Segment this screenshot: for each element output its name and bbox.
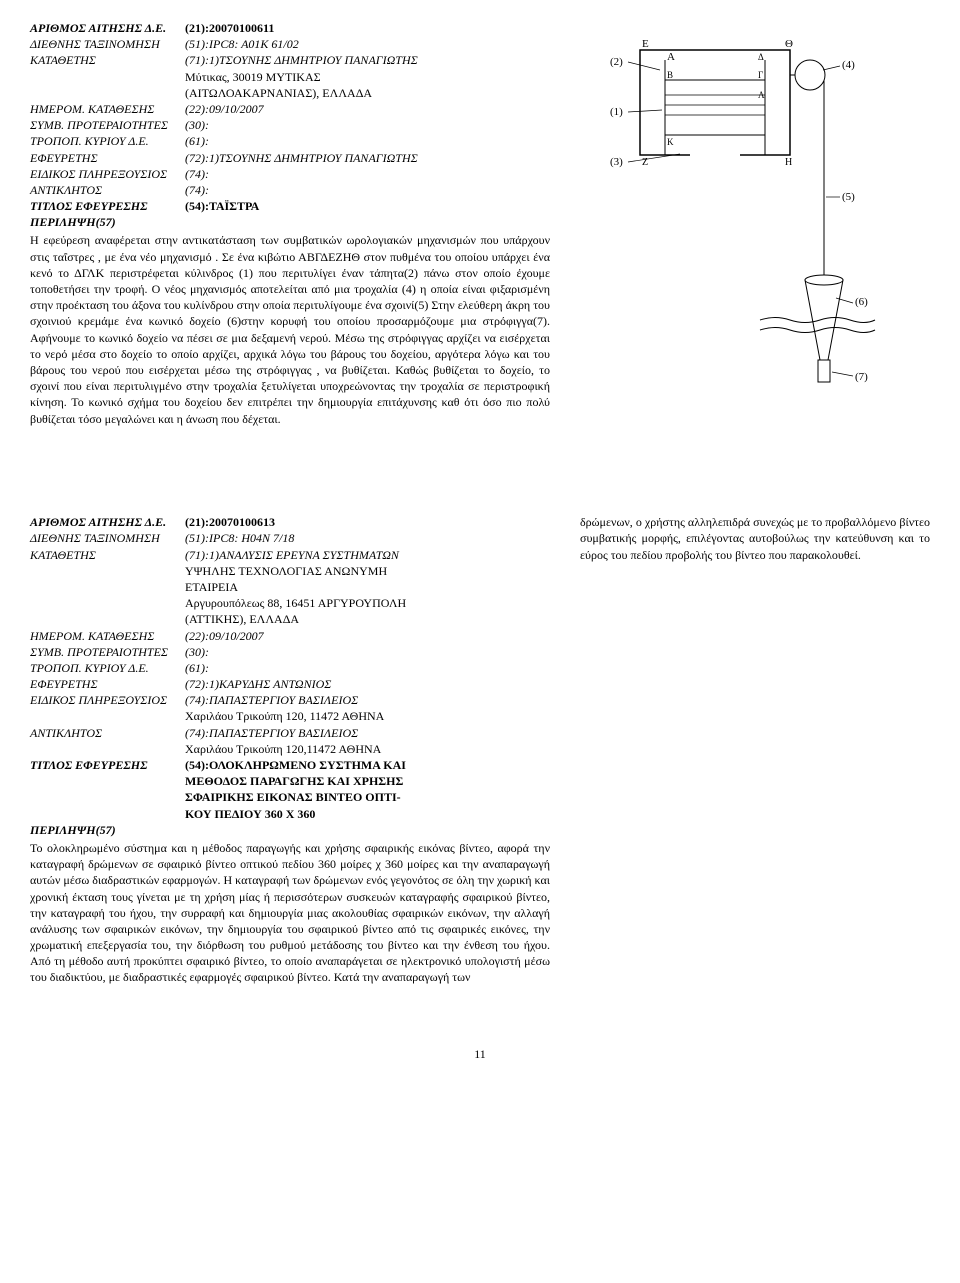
svg-text:A: A (667, 51, 675, 63)
svg-text:Γ: Γ (758, 70, 763, 80)
app-num-label-2: ΑΡΙΘΜΟΣ ΑΙΤΗΣΗΣ Δ.Ε. (30, 514, 185, 530)
record1-left-column: ΑΡΙΘΜΟΣ ΑΙΤΗΣΗΣ Δ.Ε. (21):20070100611 ΔΙ… (30, 20, 550, 454)
title-label-2: ΤΙΤΛΟΣ ΕΦΕΥΡΕΣΗΣ (30, 757, 185, 773)
correspondent-label: ΑΝΤΙΚΛΗΤΟΣ (30, 182, 185, 198)
svg-text:E: E (642, 38, 649, 50)
abstract-label-2: ΠΕΡΙΛΗΨΗ(57) (30, 822, 550, 838)
svg-text:B: B (667, 70, 673, 80)
record1-diagram-column: E Θ A Δ B Γ Λ K Z H (2) (1) (3) (4) (5) … (580, 20, 930, 454)
amend-label: ΤΡΟΠΟΠ. ΚΥΡΙΟΥ Δ.Ε. (30, 133, 185, 149)
abstract-text: Η εφεύρεση αναφέρεται στην αντικατάσταση… (30, 232, 550, 426)
agent-value-2-1: (74):ΠΑΠΑΣΤΕΡΓΙΟΥ ΒΑΣΙΛΕΙΟΣ (185, 692, 550, 708)
priority-value: (30): (185, 117, 550, 133)
abstract-text-2: Το ολοκληρωμένο σύστημα και η μέθοδος πα… (30, 840, 550, 986)
page-number: 11 (30, 1046, 930, 1062)
title-value: (54):ΤΑΪΣΤΡΑ (185, 198, 550, 214)
svg-text:(2): (2) (610, 56, 623, 68)
agent-label: ΕΙΔΙΚΟΣ ΠΛΗΡΕΞΟΥΣΙΟΣ (30, 166, 185, 182)
title-value-2-2: ΜΕΘΟΔΟΣ ΠΑΡΑΓΩΓΗΣ ΚΑΙ ΧΡΗΣΗΣ (185, 773, 550, 789)
svg-text:Δ: Δ (758, 52, 764, 62)
correspondent-label-2: ΑΝΤΙΚΛΗΤΟΣ (30, 725, 185, 741)
record2-right-column: δρώμενων, ο χρήστης αλληλεπιδρά συνεχώς … (580, 514, 930, 985)
inventor-label: ΕΦΕΥΡΕΤΗΣ (30, 150, 185, 166)
patent-figure-icon: E Θ A Δ B Γ Λ K Z H (2) (1) (3) (4) (5) … (580, 20, 880, 450)
ipc-label-2: ΔΙΕΘΝΗΣ ΤΑΞΙΝΟΜΗΣΗ (30, 530, 185, 546)
ipc-value: (51):IPC8: A01K 61/02 (185, 36, 550, 52)
title-value-2-4: ΚΟΥ ΠΕΔΙΟΥ 360 Χ 360 (185, 806, 550, 822)
agent-value: (74): (185, 166, 550, 182)
applicant-label-2: ΚΑΤΑΘΕΤΗΣ (30, 547, 185, 563)
priority-value-2: (30): (185, 644, 550, 660)
filing-date-value-2: (22):09/10/2007 (185, 628, 550, 644)
svg-text:Λ: Λ (758, 90, 765, 100)
svg-text:(5): (5) (842, 191, 855, 203)
correspondent-value: (74): (185, 182, 550, 198)
applicant-value-2-5: (ΑΤΤΙΚΗΣ), ΕΛΛΑΔΑ (185, 611, 550, 627)
priority-label: ΣΥΜΒ. ΠΡΟΤΕΡΑΙΟΤΗΤΕΣ (30, 117, 185, 133)
svg-text:(6): (6) (855, 296, 868, 308)
inventor-label-2: ΕΦΕΥΡΕΤΗΣ (30, 676, 185, 692)
ipc-label: ΔΙΕΘΝΗΣ ΤΑΞΙΝΟΜΗΣΗ (30, 36, 185, 52)
inventor-value-2: (72):1)ΚΑΡΥΔΗΣ ΑΝΤΩΝΙΟΣ (185, 676, 550, 692)
filing-date-label: ΗΜΕΡΟΜ. ΚΑΤΑΘΕΣΗΣ (30, 101, 185, 117)
app-num-value: (21):20070100611 (185, 20, 550, 36)
applicant-value-2-1: (71):1)ΑΝΑΛΥΣΙΣ ΕΡΕΥΝΑ ΣΥΣΤΗΜΑΤΩΝ (185, 547, 550, 563)
applicant-value-2-2: ΥΨΗΛΗΣ ΤΕΧΝΟΛΟΓΙΑΣ ΑΝΩΝΥΜΗ (185, 563, 550, 579)
app-num-value-2: (21):20070100613 (185, 514, 550, 530)
correspondent-value-2-1: (74):ΠΑΠΑΣΤΕΡΓΙΟΥ ΒΑΣΙΛΕΙΟΣ (185, 725, 550, 741)
patent-record-1: ΑΡΙΘΜΟΣ ΑΙΤΗΣΗΣ Δ.Ε. (21):20070100611 ΔΙ… (30, 20, 930, 454)
svg-text:K: K (667, 137, 674, 147)
agent-label-2: ΕΙΔΙΚΟΣ ΠΛΗΡΕΞΟΥΣΙΟΣ (30, 692, 185, 708)
svg-text:(7): (7) (855, 371, 868, 383)
applicant-value-2-3: ΕΤΑΙΡΕΙΑ (185, 579, 550, 595)
title-value-2-3: ΣΦΑΙΡΙΚΗΣ ΕΙΚΟΝΑΣ ΒΙΝΤΕΟ ΟΠΤΙ- (185, 789, 550, 805)
svg-text:Θ: Θ (785, 38, 793, 50)
amend-label-2: ΤΡΟΠΟΠ. ΚΥΡΙΟΥ Δ.Ε. (30, 660, 185, 676)
applicant-label: ΚΑΤΑΘΕΤΗΣ (30, 52, 185, 68)
applicant-value-2: Μύτικας, 30019 ΜΥΤΙΚΑΣ (185, 69, 550, 85)
abstract-label: ΠΕΡΙΛΗΨΗ(57) (30, 214, 550, 230)
priority-label-2: ΣΥΜΒ. ΠΡΟΤΕΡΑΙΟΤΗΤΕΣ (30, 644, 185, 660)
amend-value-2: (61): (185, 660, 550, 676)
applicant-value-1: (71):1)ΤΣΟΥΝΗΣ ΔΗΜΗΤΡΙΟΥ ΠΑΝΑΓΙΩΤΗΣ (185, 52, 550, 68)
record2-left-column: ΑΡΙΘΜΟΣ ΑΙΤΗΣΗΣ Δ.Ε. (21):20070100613 ΔΙ… (30, 514, 550, 985)
app-num-label: ΑΡΙΘΜΟΣ ΑΙΤΗΣΗΣ Δ.Ε. (30, 20, 185, 36)
filing-date-value: (22):09/10/2007 (185, 101, 550, 117)
filing-date-label-2: ΗΜΕΡΟΜ. ΚΑΤΑΘΕΣΗΣ (30, 628, 185, 644)
abstract-continuation: δρώμενων, ο χρήστης αλληλεπιδρά συνεχώς … (580, 514, 930, 563)
svg-text:(1): (1) (610, 106, 623, 118)
applicant-value-2-4: Αργυρουπόλεως 88, 16451 ΑΡΓΥΡΟΥΠΟΛΗ (185, 595, 550, 611)
applicant-value-3: (ΑΙΤΩΛΟΑΚΑΡΝΑΝΙΑΣ), ΕΛΛΑΔΑ (185, 85, 550, 101)
svg-text:H: H (785, 157, 792, 168)
ipc-value-2: (51):IPC8: H04N 7/18 (185, 530, 550, 546)
inventor-value: (72):1)ΤΣΟΥΝΗΣ ΔΗΜΗΤΡΙΟΥ ΠΑΝΑΓΙΩΤΗΣ (185, 150, 550, 166)
svg-text:(4): (4) (842, 59, 855, 71)
svg-text:Z: Z (642, 157, 648, 168)
title-label: ΤΙΤΛΟΣ ΕΦΕΥΡΕΣΗΣ (30, 198, 185, 214)
patent-record-2: ΑΡΙΘΜΟΣ ΑΙΤΗΣΗΣ Δ.Ε. (21):20070100613 ΔΙ… (30, 514, 930, 985)
svg-text:(3): (3) (610, 156, 623, 168)
agent-value-2-2: Χαριλάου Τρικούπη 120, 11472 ΑΘΗΝΑ (185, 708, 550, 724)
amend-value: (61): (185, 133, 550, 149)
title-value-2-1: (54):ΟΛΟΚΛΗΡΩΜΕΝΟ ΣΥΣΤΗΜΑ ΚΑΙ (185, 757, 550, 773)
correspondent-value-2-2: Χαριλάου Τρικούπη 120,11472 ΑΘΗΝΑ (185, 741, 550, 757)
